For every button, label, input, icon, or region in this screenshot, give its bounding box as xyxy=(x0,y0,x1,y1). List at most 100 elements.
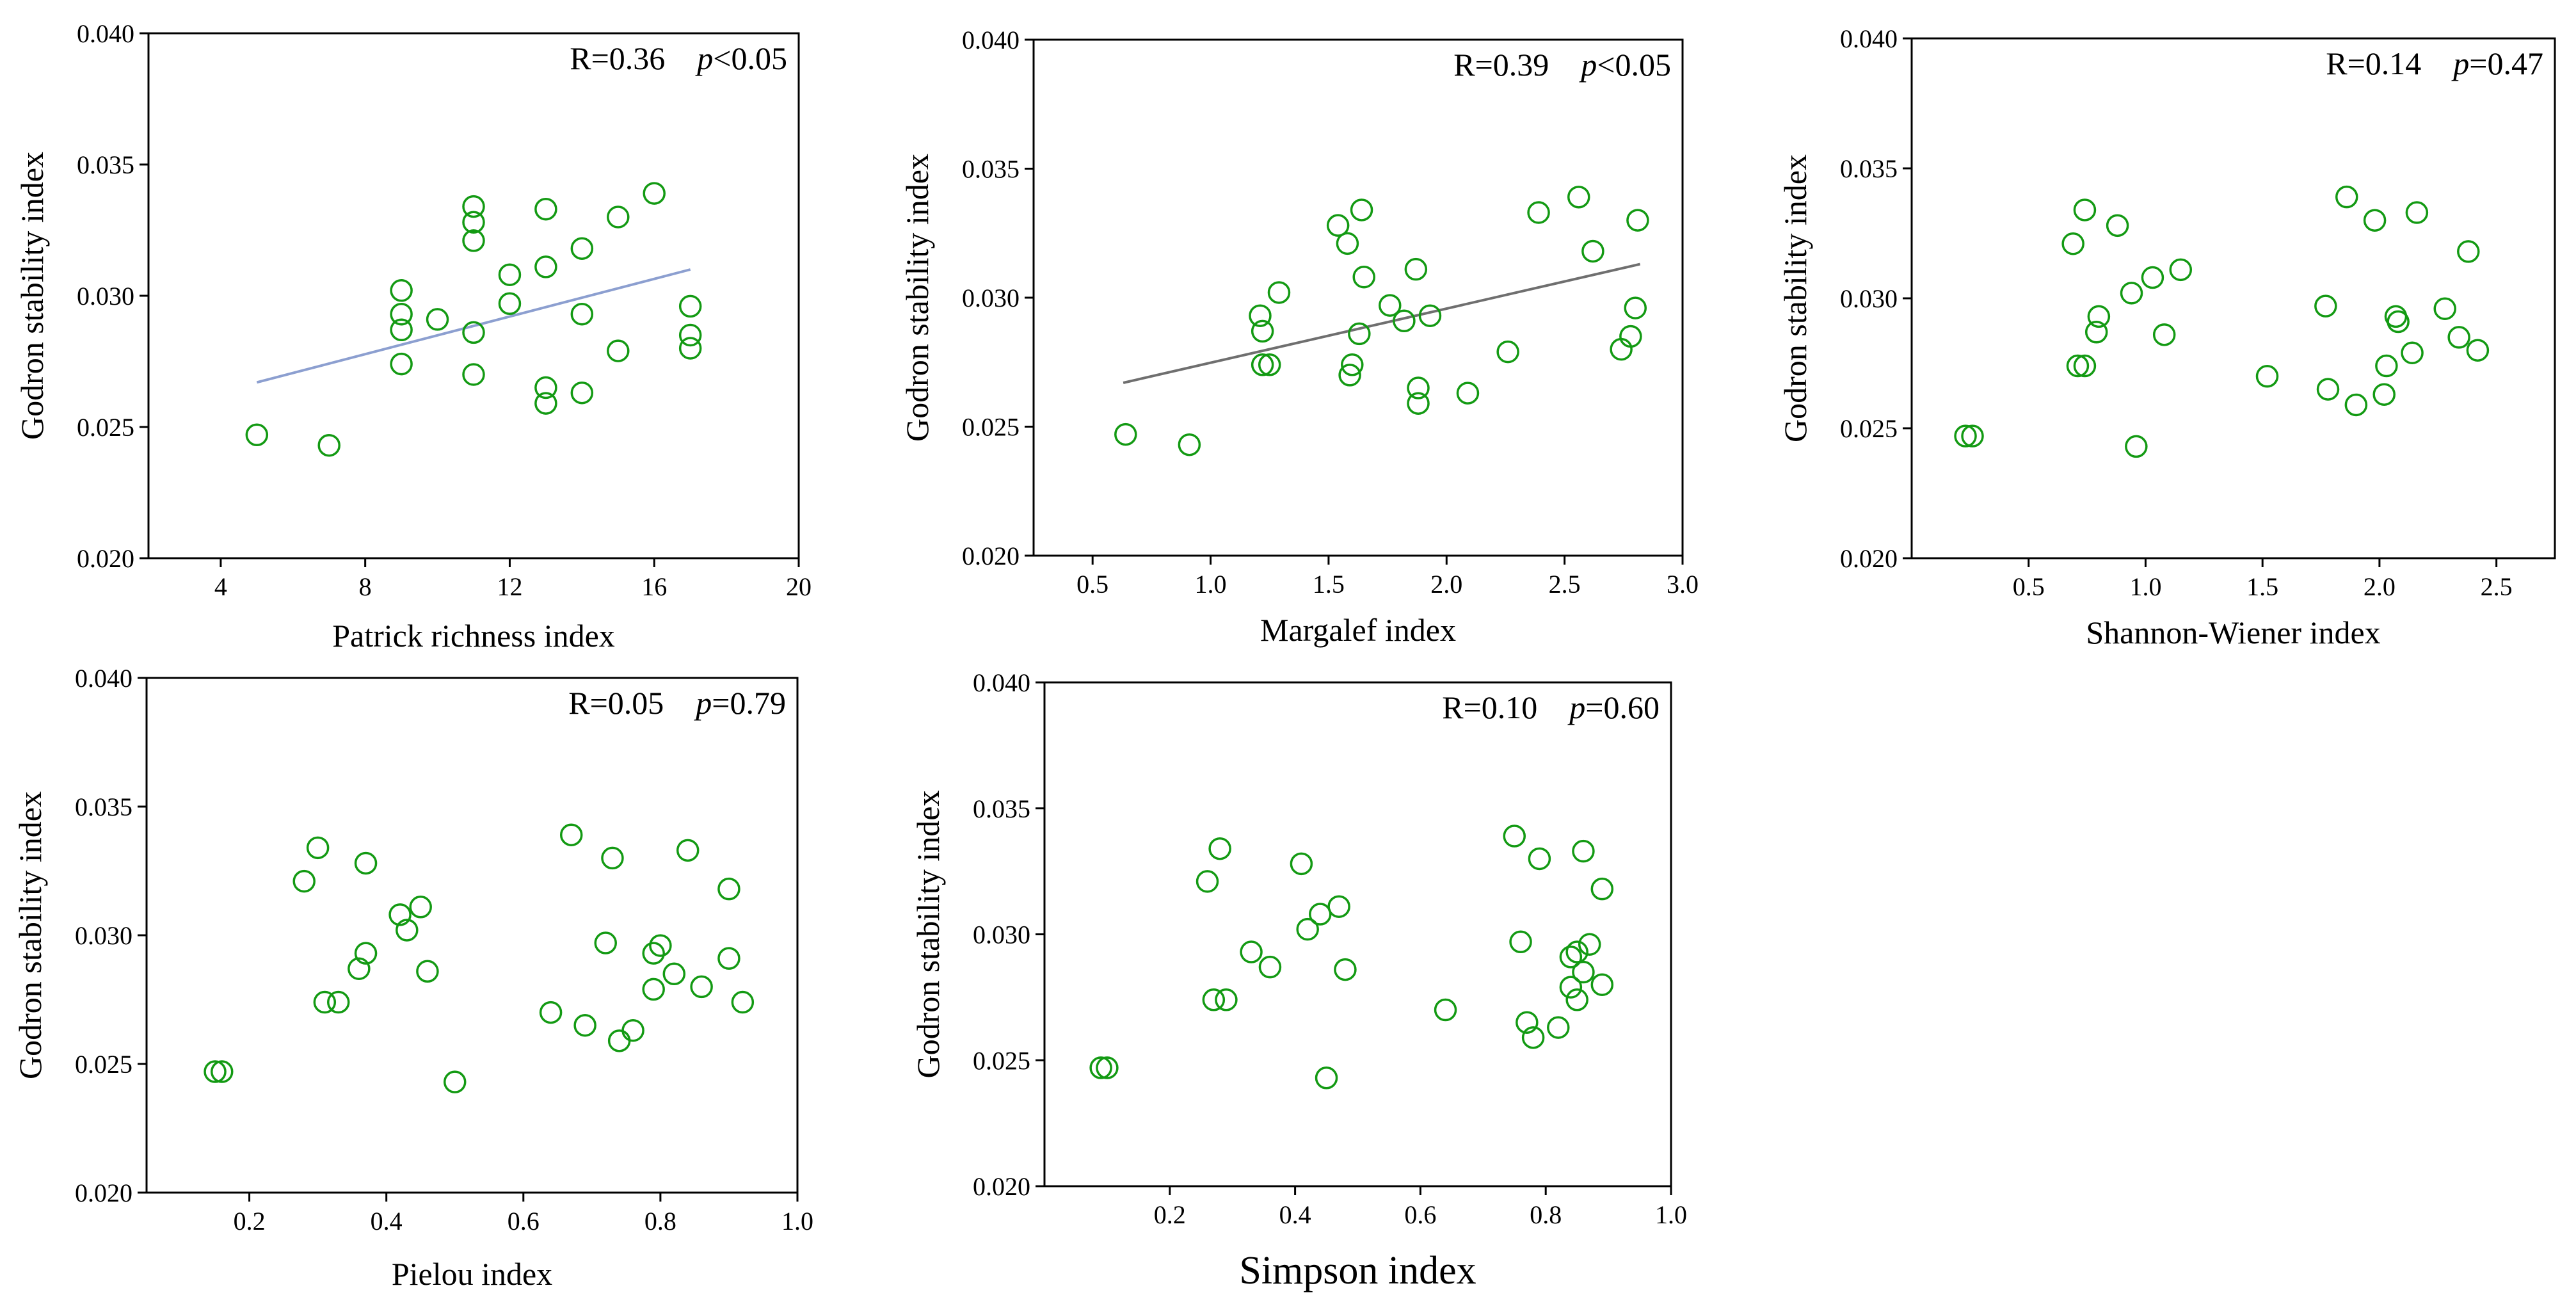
data-point xyxy=(2087,305,2111,328)
data-point xyxy=(1624,296,1647,319)
data-point xyxy=(1456,382,1480,405)
y-tick-label: 0.025 xyxy=(973,1046,1030,1075)
data-point xyxy=(2255,365,2279,388)
data-point xyxy=(570,237,594,260)
data-point xyxy=(348,957,371,981)
p-value: <0.05 xyxy=(713,40,787,76)
data-point xyxy=(570,381,594,405)
data-point xyxy=(462,363,485,386)
x-tick-label: 1.0 xyxy=(781,1207,813,1236)
data-point xyxy=(534,392,557,415)
data-point xyxy=(1619,325,1642,348)
data-point xyxy=(1352,266,1375,289)
data-point xyxy=(2457,240,2480,263)
data-point xyxy=(573,1013,596,1037)
p-symbol: p xyxy=(694,685,712,721)
data-point xyxy=(390,302,413,326)
correlation-annotation: R=0.10 p=0.60 xyxy=(1442,689,1660,725)
p-symbol: p xyxy=(1579,47,1597,83)
data-point xyxy=(443,1070,467,1093)
y-tick-label: 0.035 xyxy=(77,150,134,179)
y-tick-label: 0.020 xyxy=(973,1172,1030,1201)
data-point xyxy=(731,990,755,1014)
y-tick-label: 0.030 xyxy=(75,921,132,950)
data-point xyxy=(1178,433,1201,456)
plot-frame xyxy=(145,677,799,1194)
x-tick-label: 2.0 xyxy=(1430,570,1462,599)
x-tick-label: 0.5 xyxy=(2013,572,2045,601)
data-point xyxy=(1547,1016,1570,1039)
data-point xyxy=(1578,933,1601,956)
p-symbol: p xyxy=(695,40,713,76)
plot-frame xyxy=(1043,681,1672,1187)
data-point xyxy=(662,962,686,986)
data-point xyxy=(2344,393,2368,417)
data-point xyxy=(1350,198,1373,221)
data-point xyxy=(717,947,740,970)
y-axis-title: Godron stability index xyxy=(910,791,946,1079)
data-point xyxy=(1434,998,1457,1022)
data-point xyxy=(245,423,269,447)
data-point xyxy=(642,942,665,965)
data-point xyxy=(462,211,485,234)
data-point xyxy=(462,195,485,218)
data-point xyxy=(559,823,583,846)
data-point xyxy=(313,990,337,1014)
data-point xyxy=(676,839,700,862)
data-point xyxy=(1336,232,1359,255)
plot-frame xyxy=(1910,37,2556,559)
data-point xyxy=(1202,988,1226,1011)
data-point xyxy=(2152,323,2176,346)
data-point xyxy=(2106,214,2129,237)
plot-frame xyxy=(147,32,800,559)
regression-line xyxy=(1123,262,1641,384)
data-point xyxy=(1496,340,1519,364)
data-point xyxy=(390,318,413,342)
x-tick-label: 0.5 xyxy=(1076,570,1108,599)
data-point xyxy=(678,294,702,318)
data-point xyxy=(2073,198,2097,221)
data-point xyxy=(2125,435,2148,458)
correlation-annotation: R=0.39 p<0.05 xyxy=(1453,47,1671,83)
x-axis-title: Pielou index xyxy=(392,1256,552,1292)
data-point xyxy=(2141,266,2164,289)
data-point xyxy=(292,869,316,893)
y-tick-label: 0.030 xyxy=(973,921,1030,949)
p-value: =0.79 xyxy=(712,685,786,721)
y-tick-label: 0.025 xyxy=(962,413,1020,442)
data-point xyxy=(1379,294,1402,317)
x-tick-label: 2.5 xyxy=(1549,570,1581,599)
y-tick-label: 0.030 xyxy=(962,284,1020,312)
x-tick-label: 0.2 xyxy=(234,1207,266,1236)
data-point xyxy=(607,205,630,229)
data-point xyxy=(317,433,340,457)
data-point xyxy=(1327,895,1350,918)
data-point xyxy=(204,1060,227,1083)
data-point xyxy=(1565,988,1588,1011)
data-point xyxy=(2316,378,2340,401)
data-point xyxy=(1961,424,1984,447)
p-value: <0.05 xyxy=(1597,47,1671,83)
data-point xyxy=(354,851,378,875)
x-tick-label: 0.8 xyxy=(1530,1200,1562,1229)
x-axis-title: Shannon-Wiener index xyxy=(2086,615,2380,650)
data-point xyxy=(1393,309,1416,333)
y-tick-label: 0.020 xyxy=(77,544,134,573)
x-axis-title: Margalef index xyxy=(1260,612,1456,648)
data-point xyxy=(1309,903,1332,926)
x-tick-label: 20 xyxy=(786,572,812,601)
data-point xyxy=(462,321,485,344)
data-point xyxy=(649,934,672,957)
data-point xyxy=(1509,930,1532,954)
y-tick-label: 0.040 xyxy=(77,19,134,48)
x-tick-label: 0.4 xyxy=(371,1207,403,1236)
data-point xyxy=(2405,201,2429,224)
correlation-annotation: R=0.36 p<0.05 xyxy=(570,40,787,76)
x-tick-label: 2.5 xyxy=(2481,572,2513,601)
scatter-panel-1: 0.020 0.025 0.030 0.035 0.040 4 8 12 16 20 Patrick… xyxy=(14,19,812,654)
p-value: =0.60 xyxy=(1585,689,1660,725)
y-tick-label: 0.020 xyxy=(75,1179,132,1207)
data-point xyxy=(390,279,413,302)
data-point xyxy=(690,975,713,999)
data-point xyxy=(601,846,624,870)
